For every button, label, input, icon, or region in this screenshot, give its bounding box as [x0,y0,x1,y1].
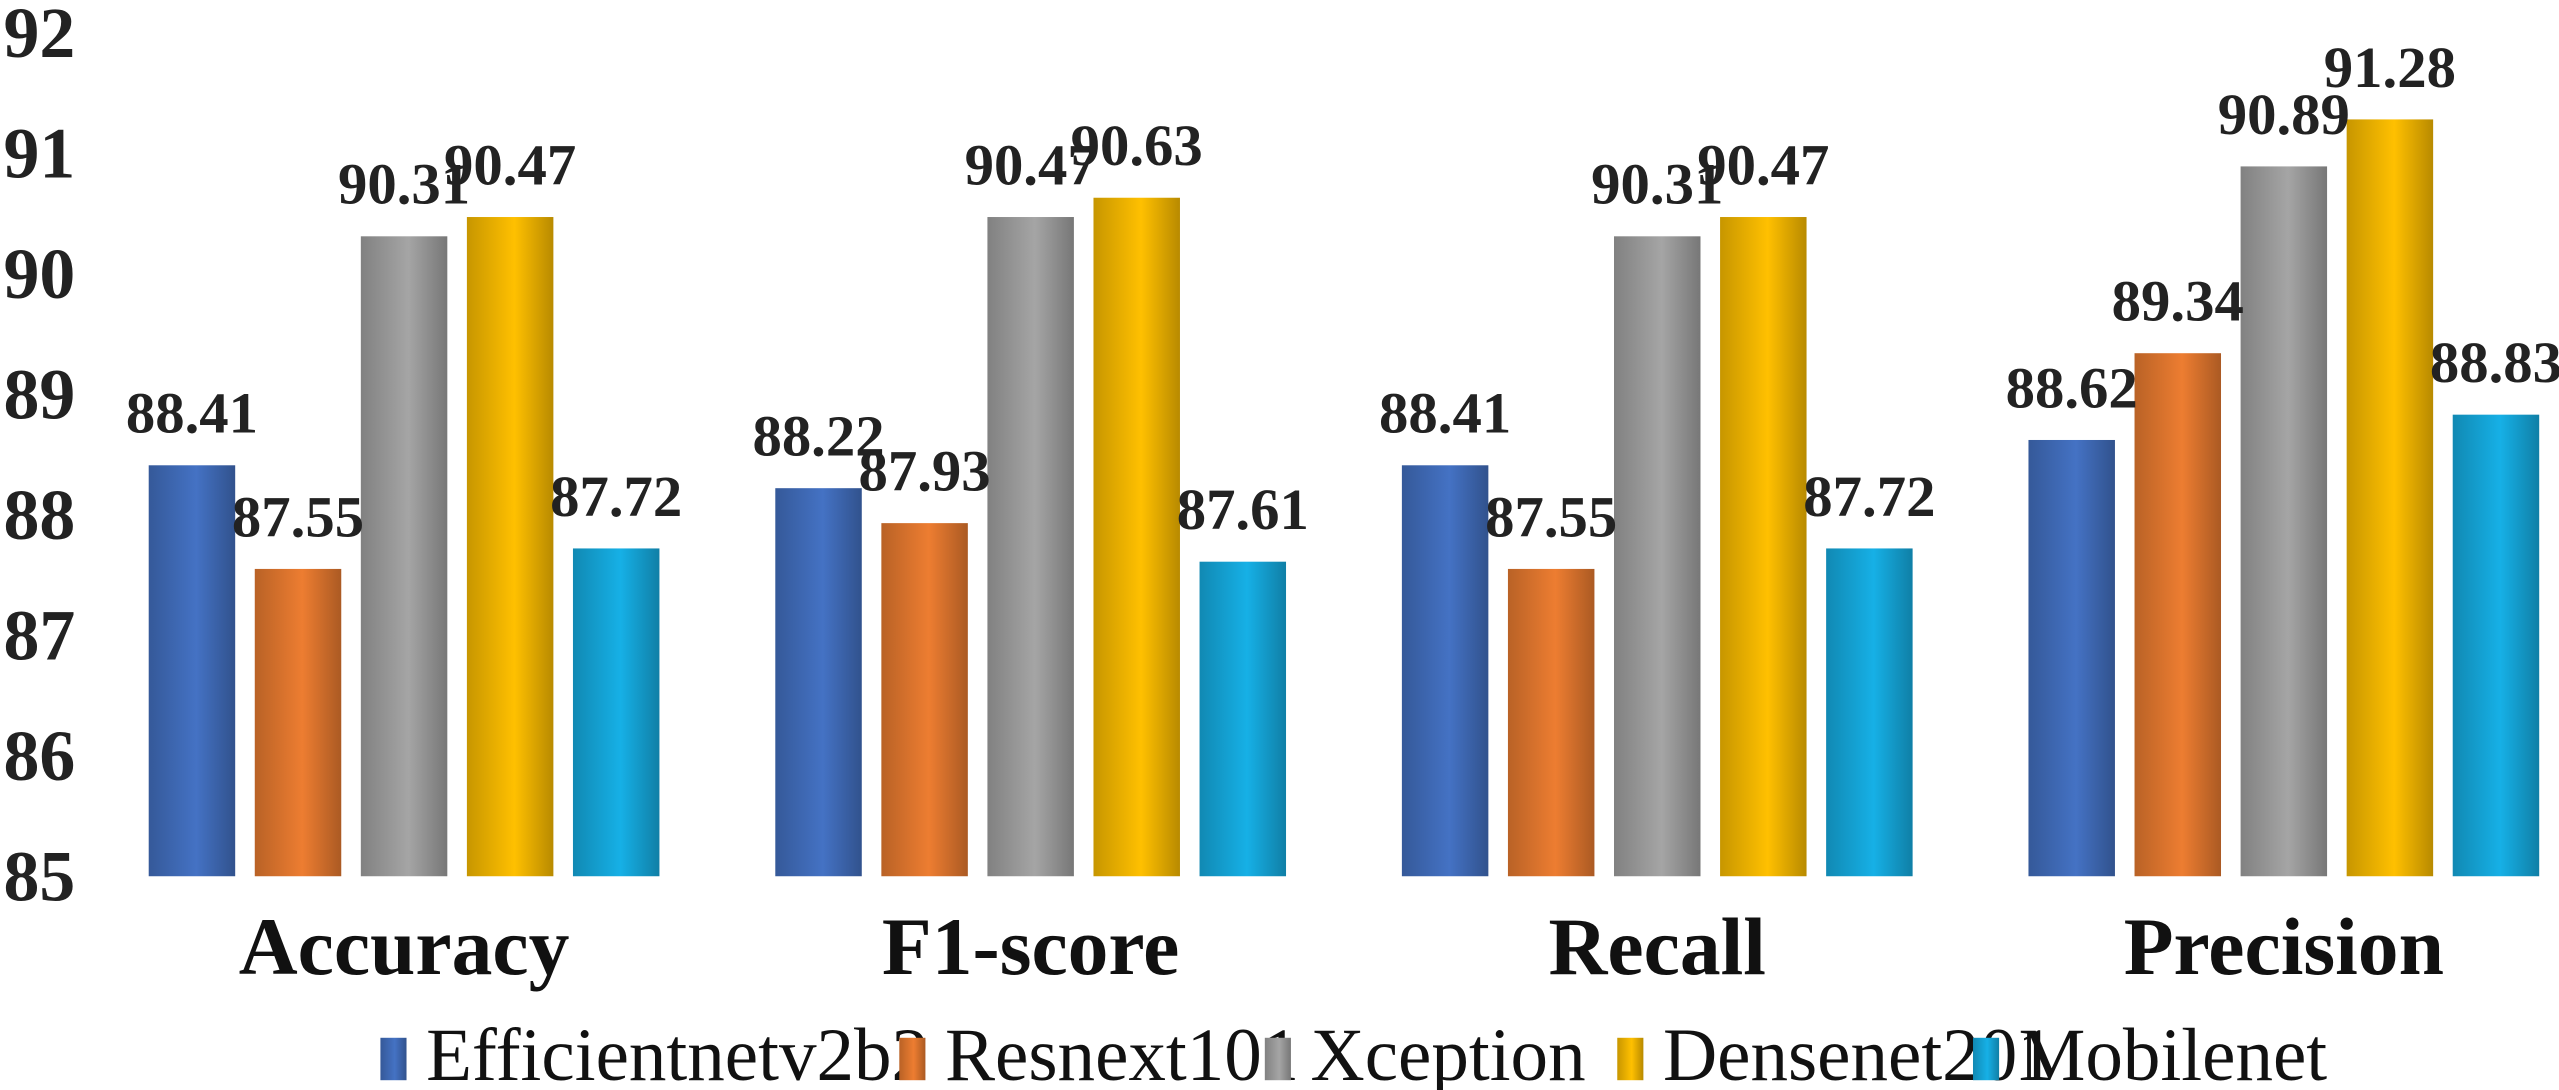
y-tick-label: 87 [3,596,75,676]
bar-accuracy-mobilenet [572,548,660,877]
bar-recall-mobilenet [1826,548,1913,877]
y-tick-label: 88 [3,475,75,555]
y-tick-label: 89 [3,355,75,435]
data-label: 87.61 [1177,477,1309,542]
data-label: 87.72 [550,464,682,529]
legend-swatch [1972,1037,2000,1081]
data-label: 90.47 [965,132,1097,197]
bar-precision-resnext101 [2134,353,2222,877]
x-axis: Accuracy F1-score Recall Precision [239,901,2444,992]
bar-precision-mobilenet [2452,414,2540,877]
legend-item: Xception [1264,1014,1586,1090]
legend-swatch [1264,1037,1291,1081]
x-category-label: Precision [2124,901,2444,992]
data-label: 87.93 [859,438,991,503]
data-label: 88.41 [126,381,258,446]
legend-swatch [380,1037,407,1081]
bar-recall-densenet201 [1720,217,1807,877]
data-label: 90.31 [338,152,470,217]
data-label: 89.34 [2112,269,2244,334]
bar-f1-score-efficientnetv2b2 [775,488,862,877]
y-tick-label: 85 [3,837,75,917]
x-category-label: F1-score [882,901,1179,992]
data-label: 87.72 [1803,464,1935,529]
legend-swatch [1617,1037,1644,1081]
bar-recall-xception [1614,236,1701,877]
x-category-label: Recall [1549,901,1766,992]
x-category-label: Accuracy [239,901,570,992]
data-label: 90.63 [1071,113,1203,178]
y-tick-label: 86 [3,716,75,796]
data-label: 90.47 [1697,132,1829,197]
legend-label: Xception [1311,1014,1586,1090]
bar-precision-densenet201 [2346,119,2434,877]
bar-accuracy-xception [360,236,448,877]
bar-accuracy-densenet201 [466,217,554,877]
y-tick-label: 92 [3,0,75,73]
legend: Efficientnetv2b2 Resnext101 Xception Densen… [380,1014,2327,1090]
data-label: 90.47 [444,132,576,197]
data-label: 88.22 [752,404,884,469]
bar-f1-score-resnext101 [881,523,968,877]
bar-recall-resnext101 [1507,568,1595,877]
y-tick-label: 91 [3,114,75,194]
data-labels: 88.4187.5590.3190.4787.7288.2287.9390.47… [126,35,2559,550]
data-label: 87.55 [1485,484,1617,549]
legend-label: Efficientnetv2b2 [426,1014,929,1090]
legend-label: Mobilenet [2019,1014,2328,1090]
legend-item: Resnext101 [899,1014,1299,1090]
legend-item: Mobilenet [1972,1014,2328,1090]
bar-precision-xception [2240,166,2328,877]
bars [148,119,2540,877]
y-tick-label: 90 [3,234,75,314]
legend-swatch [899,1037,926,1081]
bar-f1-score-mobilenet [1199,561,1287,877]
data-label: 91.28 [2324,35,2456,100]
data-label: 88.41 [1379,381,1511,446]
bar-f1-score-xception [987,217,1074,877]
data-label: 88.62 [2006,355,2138,420]
bar-f1-score-densenet201 [1093,197,1180,877]
bar-precision-efficientnetv2b2 [2028,439,2115,877]
data-label: 90.31 [1591,152,1723,217]
bar-recall-efficientnetv2b2 [1401,465,1489,877]
data-label: 87.55 [232,484,364,549]
data-label: 88.83 [2430,330,2559,395]
legend-label: Resnext101 [945,1014,1299,1090]
y-axis: 85 86 87 88 89 90 91 92 [3,0,75,917]
legend-item: Efficientnetv2b2 [380,1014,929,1090]
data-label: 90.89 [2218,82,2350,147]
bar-accuracy-efficientnetv2b2 [148,465,236,877]
bar-accuracy-resnext101 [254,568,342,877]
